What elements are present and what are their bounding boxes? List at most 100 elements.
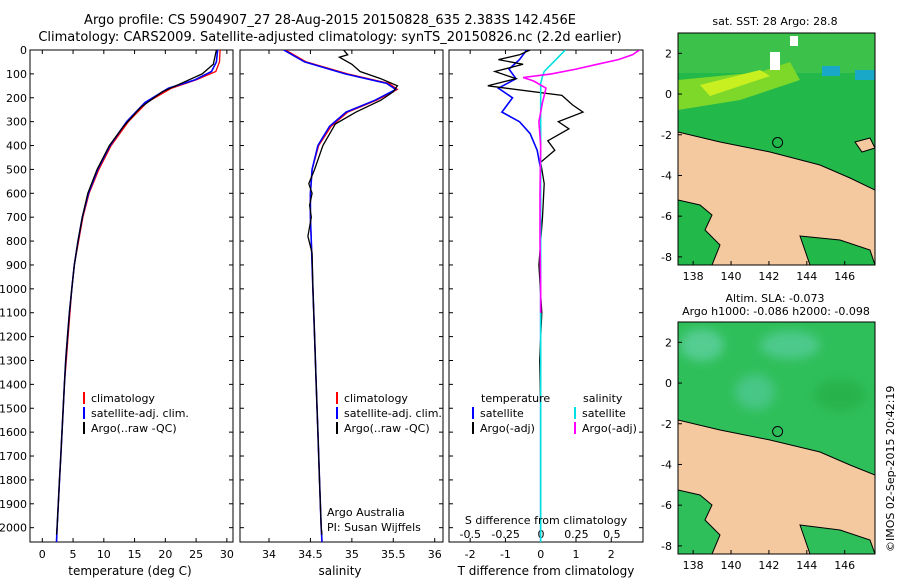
top-x-tick-label: 0.25 (564, 528, 589, 541)
sst-hot-patch (700, 70, 770, 96)
x-tick-label: 36 (428, 548, 442, 561)
sst-map-title: sat. SST: 28 Argo: 28.8 (712, 15, 837, 28)
argo-position-marker (772, 137, 784, 148)
y-tick-label: 0 (20, 44, 27, 57)
x-tick-label: -1 (500, 548, 511, 561)
legend-label: satellite (480, 407, 524, 420)
x-tick-label: 25 (189, 548, 203, 561)
y-tick-label: 1300 (0, 354, 27, 367)
difference-series-line-3 (522, 50, 640, 313)
map-x-tick-label: 144 (796, 559, 817, 572)
y-tick-label: 200 (6, 92, 27, 105)
x-tick-label: 15 (128, 548, 142, 561)
sst-land-new-guinea (678, 131, 875, 265)
y-tick-label: 400 (6, 140, 27, 153)
x-tick-label: 1 (572, 548, 579, 561)
y-tick-label: 100 (6, 68, 27, 81)
x-tick-label: 0 (39, 548, 46, 561)
legend-label: Argo(..raw -QC) (91, 422, 177, 435)
top-x-tick-label: 0.5 (603, 528, 621, 541)
y-tick-label: 1100 (0, 307, 27, 320)
figure-title-line1: Argo profile: CS 5904907_27 28-Aug-2015 … (84, 13, 576, 28)
sla-anomaly-high (735, 374, 775, 410)
y-tick-label: 300 (6, 116, 27, 129)
map-y-tick-label: -8 (661, 540, 672, 553)
sla-map-title-line1: Altim. SLA: -0.073 (725, 292, 824, 305)
difference-top-axis-label: S difference from climatology (465, 514, 628, 527)
y-tick-label: 1800 (0, 474, 27, 487)
sst-island (854, 137, 875, 153)
temperature-xlabel: temperature (deg C) (68, 564, 191, 578)
map-x-tick-label: 142 (758, 270, 779, 283)
map-x-tick-label: 140 (721, 559, 742, 572)
y-tick-label: 800 (6, 235, 27, 248)
salinity-xlabel: salinity (318, 564, 361, 578)
temperature-legend: climatology satellite-adj. clim. Argo(..… (83, 392, 189, 435)
map-y-tick-label: -8 (661, 251, 672, 264)
sst-missing-data (770, 52, 780, 70)
temperature-plot-frame (29, 49, 234, 543)
y-tick-label: 1900 (0, 498, 27, 511)
temperature-series-line-2 (55, 50, 218, 535)
top-x-tick-label: -0.5 (460, 528, 481, 541)
x-tick-label: 0 (537, 548, 544, 561)
map-x-tick-label: 146 (834, 270, 855, 283)
y-tick-label: 1000 (0, 283, 27, 296)
difference-series-line-2 (539, 50, 566, 542)
sla-land-new-guinea (678, 419, 875, 554)
axes-layer: 0 5 10 15 20 25 300100200300400500600700800900… (0, 44, 855, 572)
sla-anomaly-high (760, 331, 820, 359)
difference-xlabel: T difference from climatology (457, 564, 635, 578)
y-tick-label: 600 (6, 187, 27, 200)
y-tick-label: 1200 (0, 331, 27, 344)
legend-label: satellite (582, 407, 626, 420)
sst-south-coast-water (799, 235, 875, 265)
map-y-tick-label: -6 (661, 499, 672, 512)
x-tick-label: 34 (262, 548, 276, 561)
sst-map-frame (677, 32, 876, 266)
map-y-tick-label: -6 (661, 210, 672, 223)
legend-label: climatology (344, 392, 408, 405)
x-tick-label: -2 (465, 548, 476, 561)
sst-cool-patch (855, 70, 875, 80)
sst-gulf-water (678, 199, 721, 265)
x-tick-label: 35.5 (381, 548, 406, 561)
sst-map (678, 33, 875, 265)
x-tick-label: 34.5 (298, 548, 323, 561)
x-tick-label: 35 (345, 548, 359, 561)
difference-plot-frame (448, 49, 644, 543)
lines-layer (55, 50, 640, 542)
legend-label: Argo(-adj) (582, 422, 637, 435)
legend-label: climatology (91, 392, 155, 405)
temperature-series-group (55, 50, 221, 542)
map-y-tick-label: -2 (661, 418, 672, 431)
map-x-tick-label: 138 (683, 559, 704, 572)
sla-map (678, 322, 875, 554)
salinity-series-line-2 (307, 50, 399, 535)
x-tick-label: 20 (158, 548, 172, 561)
sla-anomaly-low (814, 379, 866, 411)
sla-map-frame (677, 321, 876, 555)
y-tick-label: 1700 (0, 450, 27, 463)
legend-label: Argo(..raw -QC) (344, 422, 430, 435)
map-y-tick-label: 2 (665, 47, 672, 60)
pi-note: PI: Susan Wijffels (327, 521, 421, 534)
imos-timestamp: ©IMOS 02-Sep-2015 20:42:19 (884, 385, 897, 552)
y-tick-label: 500 (6, 163, 27, 176)
sst-cool-patch (822, 66, 840, 76)
sla-south-coast-water (799, 524, 875, 554)
argo-position-marker (772, 426, 784, 437)
y-tick-label: 1500 (0, 402, 27, 415)
map-y-tick-label: -2 (661, 129, 672, 142)
salinity-series-group (283, 50, 399, 542)
data-source-note: Argo Australia (327, 506, 405, 519)
map-y-tick-label: 2 (665, 336, 672, 349)
legend-heading-salinity: salinity (583, 392, 623, 405)
map-x-tick-label: 146 (834, 559, 855, 572)
y-tick-label: 900 (6, 259, 27, 272)
legend-label: Argo(-adj) (480, 422, 535, 435)
map-y-tick-label: -4 (661, 458, 672, 471)
y-tick-label: 1600 (0, 426, 27, 439)
map-y-tick-label: -4 (661, 169, 672, 182)
y-tick-label: 1400 (0, 378, 27, 391)
